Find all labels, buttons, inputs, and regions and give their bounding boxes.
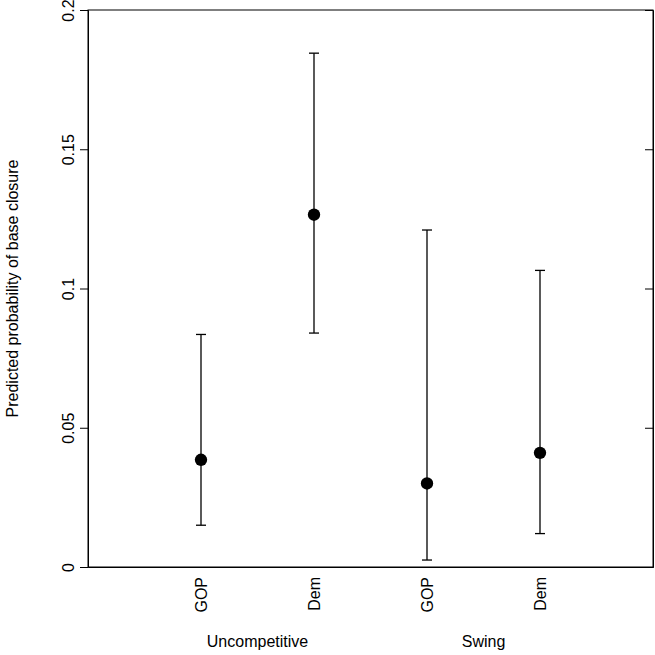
error-bar-cap	[422, 559, 432, 560]
error-bar	[535, 270, 545, 533]
y-tick: 0.15	[60, 134, 88, 165]
y-axis-right-line	[645, 11, 654, 568]
point	[195, 454, 207, 466]
x-tick: Dem	[306, 577, 323, 611]
x-tick: GOP	[193, 577, 210, 613]
x-tick: Dem	[532, 577, 549, 611]
y-tick: 0.2	[60, 0, 88, 22]
y-tick: 0.1	[60, 278, 88, 300]
plot-frame	[88, 10, 653, 567]
error-bar-cap	[422, 229, 432, 230]
error-bar	[196, 334, 206, 525]
error-bar-cap	[309, 53, 319, 54]
error-bar-line	[200, 334, 201, 525]
y-tick-label: 0.1	[60, 278, 77, 300]
y-tick-mark	[80, 428, 88, 429]
y-tick-right	[645, 10, 653, 11]
x-axis: GOP Dem GOP Dem	[89, 568, 654, 613]
plot-area: 0 0.05 0.1 0.15 0.2 GOP Dem GOP Dem	[60, 0, 654, 613]
y-tick-mark	[80, 149, 88, 150]
y-tick: 0	[60, 563, 88, 572]
point	[421, 477, 433, 489]
error-bar	[422, 230, 432, 560]
y-tick-right	[645, 289, 653, 290]
error-bar-cap	[535, 270, 545, 271]
x-axis-line	[89, 567, 654, 568]
point	[308, 209, 320, 221]
y-axis: 0 0.05 0.1 0.15 0.2	[60, 0, 89, 572]
error-bar-cap	[196, 525, 206, 526]
y-tick-label: 0.2	[60, 0, 77, 22]
point	[534, 447, 546, 459]
y-tick-mark-right	[645, 289, 653, 290]
y-axis-line	[80, 11, 89, 568]
marks	[195, 53, 546, 560]
x-tick-label: Dem	[532, 577, 549, 611]
y-tick-mark	[80, 567, 88, 568]
y-tick-mark-right	[645, 10, 653, 11]
y-tick-label: 0.15	[60, 134, 77, 165]
y-tick-right	[645, 428, 653, 429]
error-bar-line	[539, 270, 540, 533]
y-tick: 0.05	[60, 413, 88, 444]
error-bar-line	[426, 230, 427, 560]
x-tick-label: GOP	[419, 577, 436, 613]
y-tick-mark-right	[645, 428, 653, 429]
y-tick-mark-right	[645, 149, 653, 150]
y-tick-right	[645, 149, 653, 150]
error-bar	[309, 53, 319, 333]
error-bar-cap	[309, 332, 319, 333]
y-tick-mark	[80, 10, 88, 11]
x-tick: GOP	[419, 577, 436, 613]
y-tick-label: 0.05	[60, 413, 77, 444]
y-axis-right	[645, 11, 654, 568]
group-label: Swing	[462, 633, 506, 650]
y-tick-mark	[80, 289, 88, 290]
y-tick-label: 0	[60, 563, 77, 572]
chart: 0 0.05 0.1 0.15 0.2 GOP Dem GOP Dem Uncompetitive…	[0, 0, 655, 655]
error-bar-cap	[196, 334, 206, 335]
y-axis-title: Predicted probability of base closure	[4, 159, 21, 417]
group-label: Uncompetitive	[207, 633, 308, 650]
x-tick-label: Dem	[306, 577, 323, 611]
x-tick-label: GOP	[193, 577, 210, 613]
error-bar-line	[313, 53, 314, 333]
error-bar-cap	[535, 533, 545, 534]
